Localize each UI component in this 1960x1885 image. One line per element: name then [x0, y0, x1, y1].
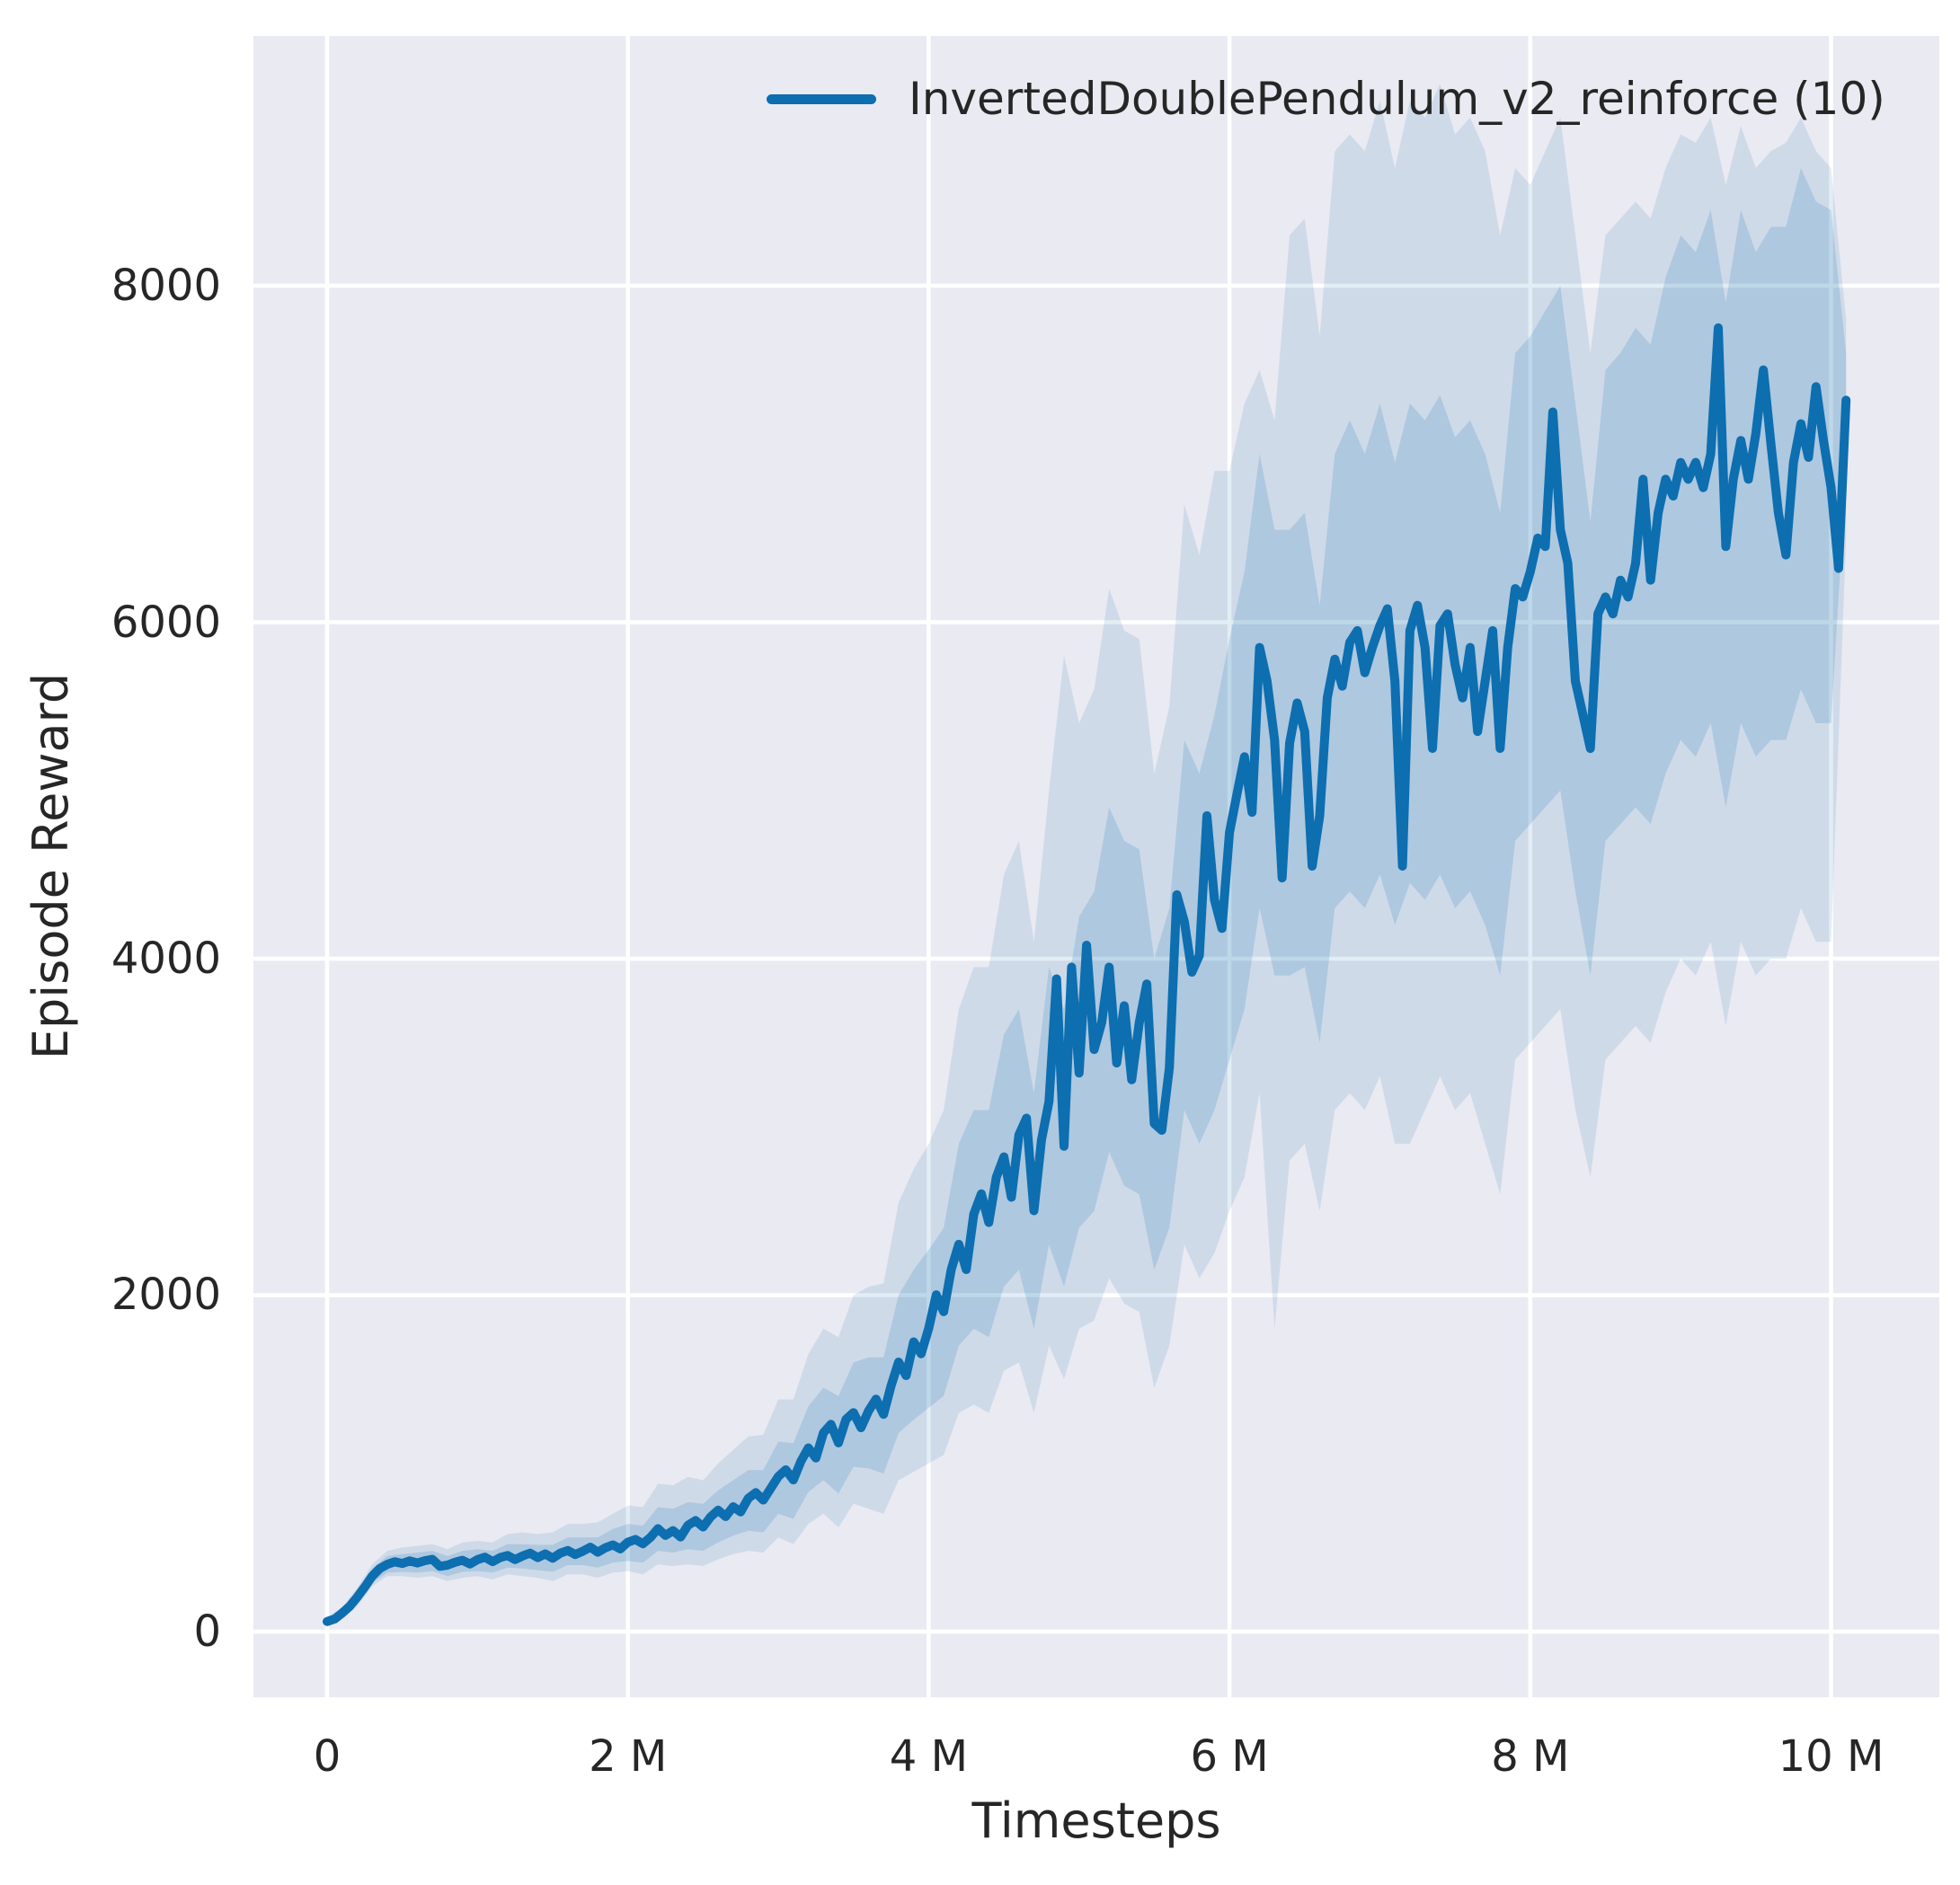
confidence-band-inner: [327, 168, 1847, 1624]
y-tick-label: 8000: [111, 261, 221, 312]
x-tick-label: 8 M: [1491, 1731, 1570, 1782]
x-tick-label: 0: [313, 1731, 341, 1782]
x-tick-label: 2 M: [589, 1731, 668, 1782]
x-tick-label: 6 M: [1190, 1731, 1269, 1782]
y-tick-label: 6000: [111, 597, 221, 648]
plot-background: [253, 36, 1939, 1697]
x-tick-label: 4 M: [889, 1731, 968, 1782]
legend: InvertedDoublePendulum_v2_reinforce (10): [767, 72, 1885, 126]
y-tick-label: 4000: [111, 934, 221, 984]
legend-line-swatch: [767, 93, 876, 104]
series-line: [323, 323, 1851, 1626]
legend-label: InvertedDoublePendulum_v2_reinforce (10): [909, 73, 1885, 125]
x-tick-label: 10 M: [1778, 1731, 1885, 1782]
x-axis-label: Timesteps: [971, 1792, 1221, 1849]
y-tick-label: 2000: [111, 1270, 221, 1321]
y-axis-label: Episode Reward: [22, 672, 79, 1060]
y-tick-label: 0: [193, 1606, 221, 1657]
confidence-band-outer: [327, 84, 1847, 1625]
